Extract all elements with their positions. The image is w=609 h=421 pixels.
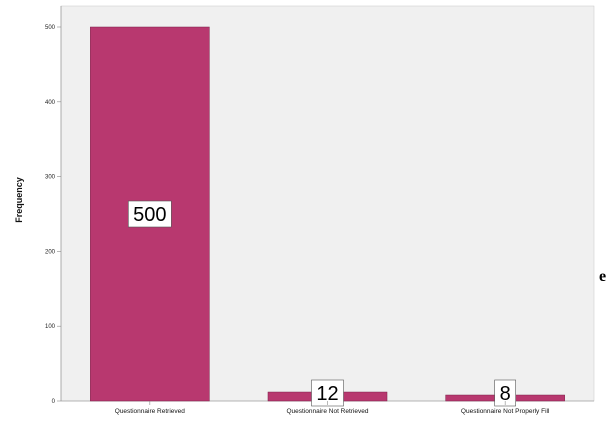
y-axis-ticks: 0 100 200 300 400 500 [45,25,61,405]
data-label-text: 500 [133,204,166,226]
data-label-text: 12 [316,383,338,405]
y-tick-label: 300 [45,175,56,181]
y-tick-label: 500 [45,25,56,31]
edge-text: e [599,268,607,285]
y-tick-label: 200 [45,249,56,255]
x-tick-label: Questionnaire Not Properly Fill [461,408,550,415]
data-label-text: 8 [500,383,511,405]
y-tick-label: 400 [45,100,56,106]
data-label: 500 [128,200,172,228]
y-tick-label: 0 [52,399,56,405]
data-labels: 500 12 8 [128,200,516,407]
x-axis-tick-labels: Questionnaire Retrieved Questionnaire Not… [115,401,550,415]
y-axis-label: Frequency [14,177,24,223]
data-label-box [128,200,172,228]
x-tick-label: Questionnaire Not Retrieved [286,408,368,415]
data-label: 12 [311,379,344,407]
y-tick-label: 100 [45,324,56,330]
data-label-box [494,379,516,407]
data-label: 8 [494,379,516,407]
x-tick-label: Questionnaire Retrieved [115,408,185,415]
data-label-box [311,379,344,407]
